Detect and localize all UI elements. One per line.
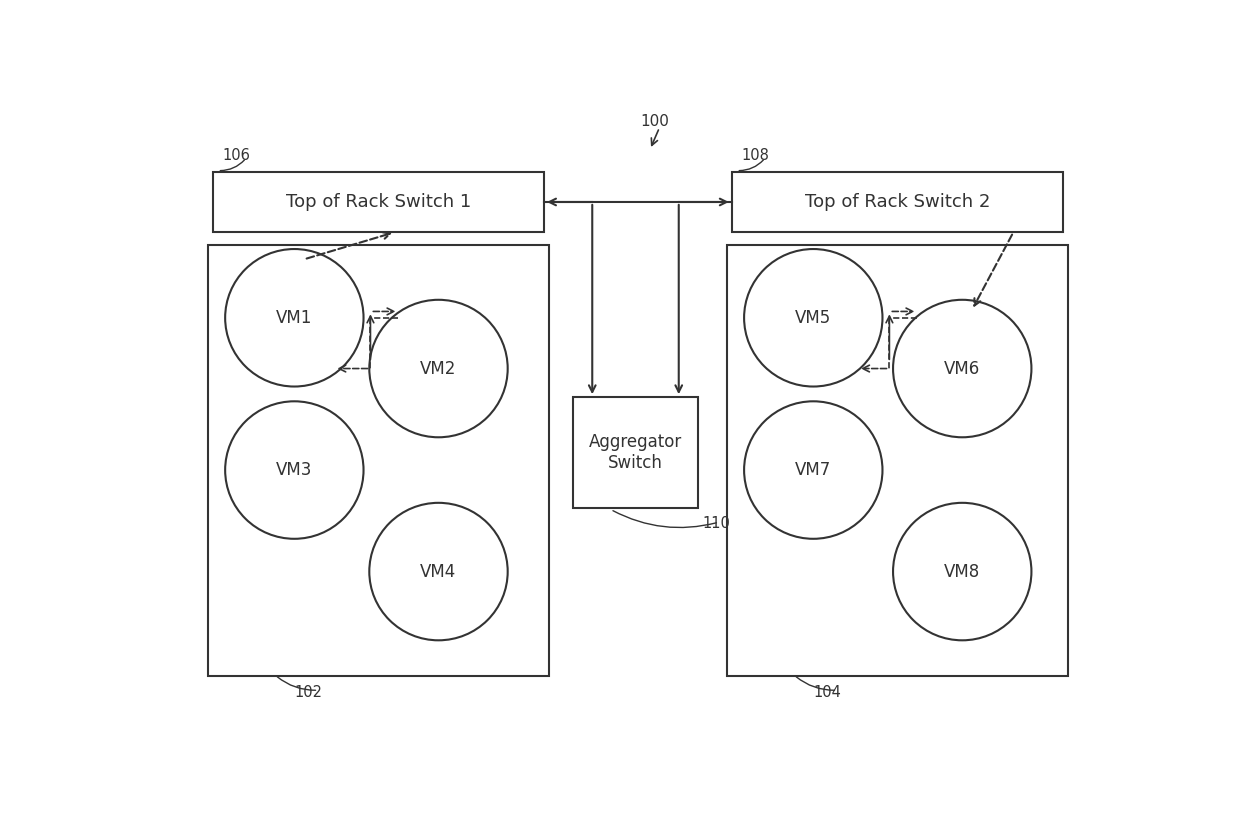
Text: Top of Rack Switch 2: Top of Rack Switch 2 — [805, 193, 990, 211]
Ellipse shape — [893, 503, 1032, 640]
FancyBboxPatch shape — [573, 397, 698, 508]
Ellipse shape — [226, 249, 363, 386]
Ellipse shape — [370, 300, 507, 438]
Text: VM6: VM6 — [944, 359, 981, 377]
Text: Aggregator
Switch: Aggregator Switch — [589, 433, 682, 472]
Ellipse shape — [893, 300, 1032, 438]
Text: VM5: VM5 — [795, 309, 831, 327]
Text: Top of Rack Switch 1: Top of Rack Switch 1 — [285, 193, 471, 211]
Text: 108: 108 — [742, 148, 769, 163]
Text: 100: 100 — [640, 114, 670, 129]
Text: VM8: VM8 — [944, 563, 981, 581]
Ellipse shape — [226, 401, 363, 539]
Text: 106: 106 — [222, 148, 250, 163]
FancyBboxPatch shape — [732, 172, 1063, 232]
FancyBboxPatch shape — [208, 245, 549, 677]
Text: VM4: VM4 — [420, 563, 456, 581]
Text: VM3: VM3 — [277, 461, 312, 479]
Ellipse shape — [744, 249, 883, 386]
Text: VM1: VM1 — [277, 309, 312, 327]
Ellipse shape — [744, 401, 883, 539]
Ellipse shape — [370, 503, 507, 640]
FancyBboxPatch shape — [727, 245, 1068, 677]
Text: 102: 102 — [294, 685, 322, 700]
Text: VM2: VM2 — [420, 359, 456, 377]
FancyBboxPatch shape — [213, 172, 544, 232]
Text: 104: 104 — [813, 685, 841, 700]
Text: VM7: VM7 — [795, 461, 831, 479]
Text: 110: 110 — [703, 517, 730, 531]
